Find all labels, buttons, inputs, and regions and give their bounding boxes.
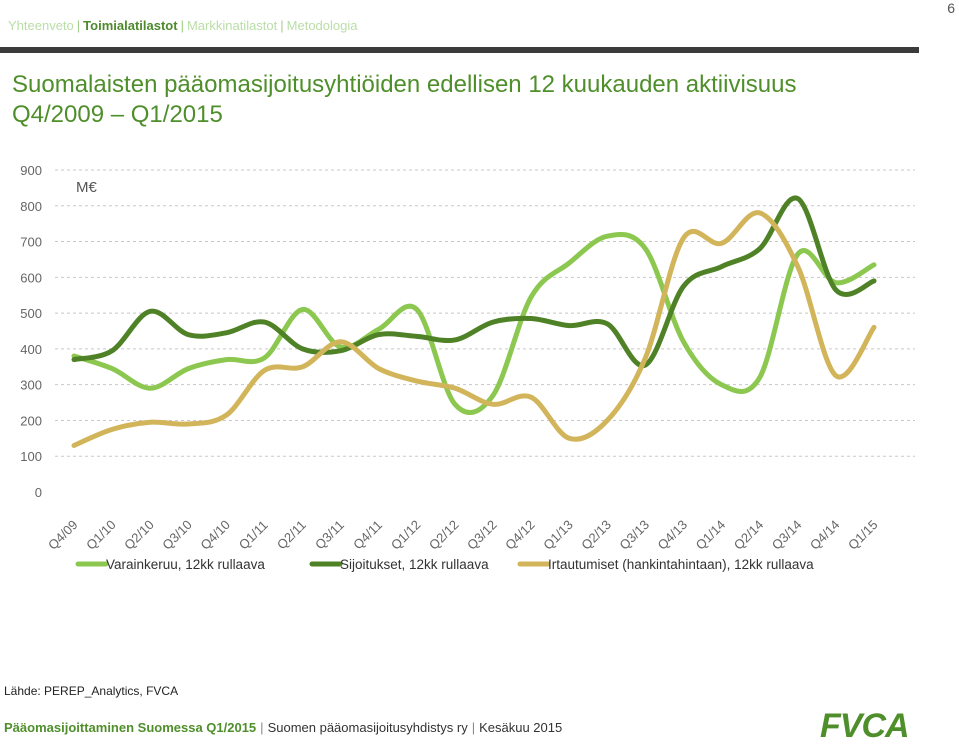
legend-label-1: Varainkeruu, 12kk rullaava <box>106 557 265 572</box>
x-tick-label: Q4/10 <box>197 517 233 553</box>
title-line-2: Q4/2009 – Q1/2015 <box>12 101 223 128</box>
x-tick-label: Q3/14 <box>769 517 805 553</box>
y-tick-label: 600 <box>20 270 42 285</box>
section-nav: Yhteenveto | Toimialatilastot | Markkinatila… <box>8 18 358 33</box>
header-divider <box>0 47 919 53</box>
nav-item-markkinatilastot[interactable]: Markkinatilastot <box>186 18 278 33</box>
y-tick-label: 500 <box>20 306 42 321</box>
nav-item-toimialatilastot[interactable]: Toimialatilastot <box>83 18 178 33</box>
x-tick-label: Q3/13 <box>616 517 652 553</box>
y-tick-label: 700 <box>20 235 42 250</box>
x-tick-label: Q1/12 <box>388 517 424 553</box>
footer-publication: Pääomasijoittaminen Suomessa Q1/2015 <box>4 720 257 735</box>
y-tick-label: 800 <box>20 199 42 214</box>
x-tick-label: Q1/11 <box>236 517 271 552</box>
x-tick-label: Q4/13 <box>655 517 691 553</box>
source-note: Lähde: PEREP_Analytics, FVCA <box>4 684 179 698</box>
y-tick-label: 900 <box>20 163 42 178</box>
x-tick-label: Q3/10 <box>159 517 195 553</box>
line-chart: 0 100 200 300 400 500 600 700 800 900 M€ Q4/09 Q1/10… <box>20 163 915 572</box>
title-line-1: Suomalaisten pääomasijoitusyhtiöiden ede… <box>12 71 797 98</box>
footer-organization: Suomen pääomasijoitusyhdistys ry <box>267 720 468 735</box>
y-tick-label: 200 <box>20 413 42 428</box>
x-tick-label: Q2/11 <box>274 517 309 552</box>
y-tick-label: 300 <box>20 378 42 393</box>
top-bar: Yhteenveto | Toimialatilastot | Markkinatila… <box>0 0 959 53</box>
x-tick-label: Q2/10 <box>121 517 157 553</box>
nav-item-yhteenveto[interactable]: Yhteenveto <box>8 18 74 33</box>
series-line-1 <box>71 231 877 416</box>
legend-label-2: Sijoitukset, 12kk rullaava <box>340 557 489 572</box>
x-tick-label: Q3/11 <box>312 517 347 552</box>
x-tick-label: Q4/11 <box>350 517 385 552</box>
x-tick-label: Q1/15 <box>845 517 881 553</box>
x-tick-label: Q1/13 <box>540 517 576 553</box>
x-tick-label: Q4/12 <box>502 517 538 553</box>
y-tick-label: 400 <box>20 342 42 357</box>
x-tick-label: Q1/10 <box>83 517 119 553</box>
page-title: Suomalaisten pääomasijoitusyhtiöiden ede… <box>12 70 942 130</box>
series-line-3 <box>71 210 877 448</box>
x-tick-label: Q1/14 <box>693 517 729 553</box>
footer-date: Kesäkuu 2015 <box>479 720 563 735</box>
x-tick-label: Q2/12 <box>426 517 462 553</box>
x-tick-label: Q2/14 <box>731 517 767 553</box>
y-unit-label: M€ <box>76 179 97 196</box>
y-tick-label: 0 <box>35 485 42 500</box>
footer: Pääomasijoittaminen Suomessa Q1/2015 | Suo… <box>4 720 563 735</box>
x-tick-label: Q4/14 <box>807 517 843 553</box>
legend-label-3: Irtautumiset (hankintahintaan), 12kk rul… <box>548 557 814 572</box>
y-tick-label: 100 <box>20 449 42 464</box>
series-line-2 <box>71 195 877 368</box>
fvca-logo: FVCA <box>820 707 910 745</box>
x-tick-label: Q2/13 <box>578 517 614 553</box>
x-tick-label: Q3/12 <box>464 517 500 553</box>
page-number: 6 <box>947 0 955 16</box>
nav-item-metodologia[interactable]: Metodologia <box>286 18 358 33</box>
x-tick-label: Q4/09 <box>45 517 81 553</box>
